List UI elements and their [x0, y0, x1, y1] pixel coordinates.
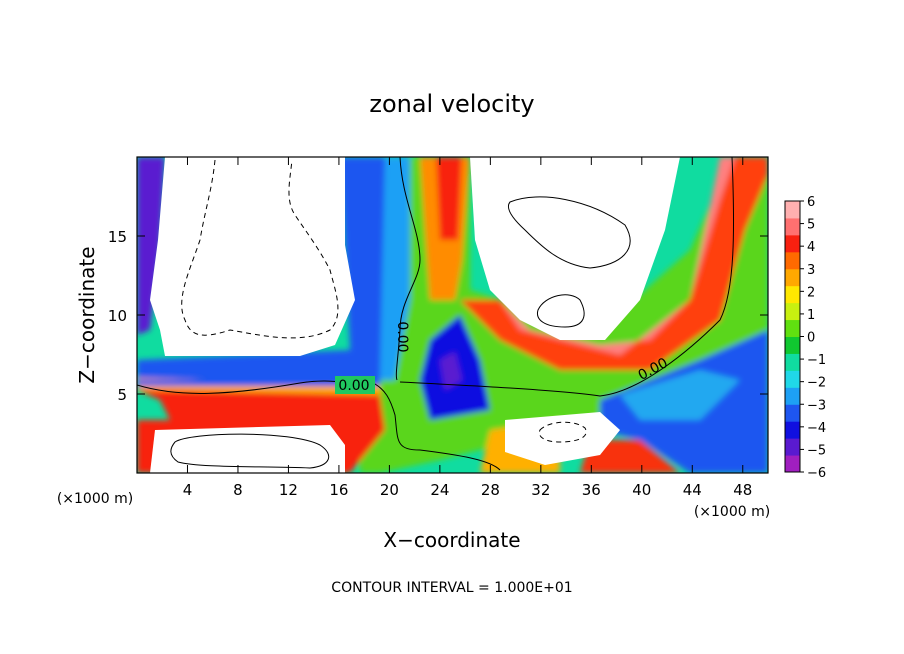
dashed-contour-lower-middle — [538, 421, 587, 443]
colorbar-tick-label: −4 — [807, 421, 826, 436]
colorbar-tick-label: −6 — [807, 466, 826, 481]
white-region-lower-middle — [505, 412, 620, 465]
contour-label-bg-1 — [335, 376, 375, 394]
colorbar-segment — [785, 438, 800, 456]
colorbar-segment — [785, 336, 800, 354]
x-tick-label: 4 — [183, 481, 193, 499]
x-tick-label: 40 — [632, 481, 651, 499]
colorbar-tick-label: 2 — [807, 285, 815, 300]
colorbar-segment — [785, 302, 800, 321]
x-tick-label: 32 — [531, 481, 550, 499]
colorbar-segment — [785, 455, 800, 473]
contour-interval-note: CONTOUR INTERVAL = 1.000E+01 — [331, 580, 572, 596]
colorbar-segment — [785, 201, 800, 219]
field-red-band — [460, 157, 768, 370]
closed-contour-upper-right — [507, 196, 631, 269]
contour-label-2: 0.00 — [394, 321, 410, 352]
contour-lines — [137, 157, 735, 471]
colorbar-segment — [785, 251, 800, 270]
x-tick-label: 24 — [430, 481, 449, 499]
y-axis-ticks: 5 10 15 — [108, 228, 768, 404]
field-red-tower — [436, 157, 462, 240]
colorbar-segment — [785, 268, 800, 287]
zero-contour-lower — [137, 380, 501, 471]
zero-contour-horizontal — [399, 157, 735, 397]
closed-contour-lower-left — [170, 433, 330, 469]
colorbar-tick-label: −3 — [807, 398, 826, 413]
colorbar-segment — [785, 370, 800, 388]
x-tick-label: 8 — [233, 481, 243, 499]
white-region-upper-right — [470, 157, 680, 340]
colorbar-segment — [785, 234, 800, 253]
x-tick-label: 28 — [481, 481, 500, 499]
field-cyan-column — [380, 157, 410, 380]
colorbar: 6 5 4 3 2 1 0 −1 −2 −3 −4 −5 −6 — [784, 195, 826, 481]
colorbar-segment — [785, 319, 800, 337]
x-axis-label: X−coordinate — [383, 528, 520, 552]
colorbar-segment — [785, 404, 800, 422]
colorbar-tick-label: 4 — [807, 240, 815, 255]
colorbar-tick-label: 1 — [807, 308, 815, 323]
colorbar-tick-label: 0 — [807, 331, 815, 346]
x-tick-label: 44 — [683, 481, 702, 499]
dashed-contour-upper-left — [181, 159, 339, 339]
colorbar-tick-label: −2 — [807, 376, 826, 391]
x-tick-label: 16 — [329, 481, 348, 499]
colorbar-tick-label: −5 — [807, 443, 826, 458]
y-tick-label: 5 — [117, 386, 127, 404]
white-region-upper-left — [150, 157, 355, 356]
field-blue-column — [137, 157, 395, 380]
x-tick-label: 48 — [733, 481, 752, 499]
colorbar-tick-label: 6 — [807, 195, 815, 210]
chart-title: zonal velocity — [369, 90, 534, 118]
y-tick-label: 10 — [108, 307, 127, 325]
field-purple-cell — [440, 352, 462, 390]
x-axis-ticks: 4 8 12 16 20 24 28 32 36 40 44 48 — [183, 157, 752, 499]
plot-area: 0.00 0.00 0.00 — [137, 157, 768, 473]
x-tick-label: 12 — [279, 481, 298, 499]
contour-label-1: 0.00 — [338, 378, 369, 394]
white-region-lower-left — [150, 425, 345, 473]
field-cyan-lower-right — [620, 370, 740, 420]
colorbar-tick-label: 5 — [807, 218, 815, 233]
x-unit-label-right: (×1000 m) — [694, 504, 770, 520]
colorbar-segment — [785, 217, 800, 236]
field-purple-edge — [137, 157, 165, 335]
x-tick-label: 36 — [582, 481, 601, 499]
colorbar-tick-label: 3 — [807, 263, 815, 278]
colorbar-tick-label: −1 — [807, 353, 826, 368]
x-tick-label: 20 — [380, 481, 399, 499]
colorbar-segment — [785, 285, 800, 304]
colorbar-segment — [785, 387, 800, 405]
colorbar-segment — [785, 353, 800, 371]
y-axis-label: Z−coordinate — [75, 246, 99, 383]
colorbar-segment — [785, 421, 800, 439]
y-tick-label: 15 — [108, 228, 127, 246]
x-unit-label-left: (×1000 m) — [57, 491, 133, 507]
zero-contour-vertical — [395, 157, 421, 381]
closed-contour-small-right — [536, 294, 585, 328]
